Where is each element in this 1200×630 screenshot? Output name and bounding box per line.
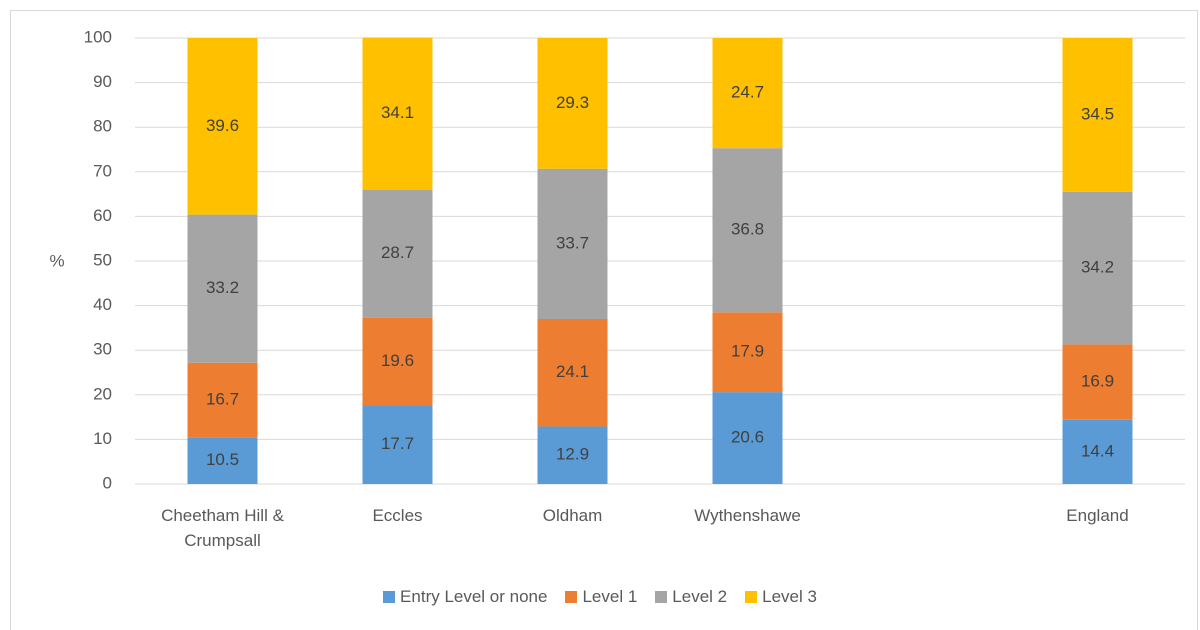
data-label: 29.3 (556, 93, 589, 112)
data-label: 19.6 (381, 351, 414, 370)
bar-segment (187, 437, 258, 484)
chart-frame (10, 10, 1198, 630)
legend-label: Level 2 (672, 587, 728, 606)
data-label: 10.5 (206, 450, 239, 469)
x-tick-label: Wythenshawe (694, 506, 801, 525)
bar-segment (187, 214, 258, 363)
bar-segment (537, 38, 608, 169)
bar-segment (1062, 419, 1133, 484)
y-tick-label: 70 (93, 161, 112, 180)
bar-segment (187, 362, 258, 438)
legend-item: Level 2 (655, 587, 727, 607)
data-label: 24.1 (556, 362, 589, 381)
data-label: 24.7 (731, 83, 764, 102)
y-tick-label: 100 (84, 27, 112, 46)
bar-segment (362, 317, 433, 406)
bar-segment (1062, 191, 1133, 345)
data-label: 34.1 (381, 103, 414, 122)
bar-segment (1062, 38, 1133, 192)
y-tick-label: 80 (93, 117, 112, 136)
data-label: 17.7 (381, 434, 414, 453)
data-label: 14.4 (1081, 441, 1114, 460)
data-label: 34.2 (1081, 258, 1114, 277)
bar-segment (362, 405, 433, 484)
legend: Entry Level or none Level 1 Level 2 Level 3 (0, 587, 1200, 607)
legend-swatch (745, 591, 758, 603)
bar-segment (712, 148, 783, 313)
data-label: 16.7 (206, 389, 239, 408)
legend-label: Level 1 (582, 587, 638, 606)
legend-swatch (565, 591, 578, 603)
legend-item: Level 1 (565, 587, 637, 607)
data-label: 33.2 (206, 278, 239, 297)
y-axis-label: % (49, 251, 64, 270)
bar-segment (362, 189, 433, 318)
data-label: 17.9 (731, 342, 764, 361)
x-tick-label: Cheetham Hill & Crumpsall (161, 506, 284, 550)
y-tick-label: 0 (103, 473, 112, 492)
x-tick-label: England (1066, 506, 1129, 525)
data-label: 12.9 (556, 445, 589, 464)
data-label: 33.7 (556, 233, 589, 252)
y-tick-label: 30 (93, 340, 112, 359)
legend-item: Entry Level or none (383, 587, 547, 607)
y-tick-label: 50 (93, 250, 112, 269)
legend-item: Level 3 (745, 587, 817, 607)
bar-segment (712, 38, 783, 149)
bar-segment (537, 318, 608, 427)
y-tick-label: 90 (93, 72, 112, 91)
data-label: 36.8 (731, 220, 764, 239)
data-label: 20.6 (731, 428, 764, 447)
legend-swatch (383, 591, 396, 603)
x-tick-label: Eccles (372, 506, 423, 525)
legend-label: Level 3 (762, 587, 817, 606)
data-label: 16.9 (1081, 372, 1114, 391)
bar-segment (712, 392, 783, 484)
bar-segment (362, 37, 433, 190)
legend-label: Entry Level or none (400, 587, 548, 606)
y-tick-label: 40 (93, 295, 112, 314)
y-tick-label: 60 (93, 206, 112, 225)
bar-segment (712, 312, 783, 393)
y-tick-label: 10 (93, 429, 112, 448)
bar-segment (537, 426, 608, 484)
bar-segment (187, 38, 258, 215)
data-label: 28.7 (381, 243, 414, 262)
bar-segment (537, 168, 608, 319)
data-label: 39.6 (206, 116, 239, 135)
x-tick-label: Oldham (542, 506, 603, 525)
data-label: 34.5 (1081, 104, 1114, 123)
bar-segment (1062, 344, 1133, 420)
legend-swatch (655, 591, 668, 603)
y-tick-label: 20 (93, 384, 112, 403)
